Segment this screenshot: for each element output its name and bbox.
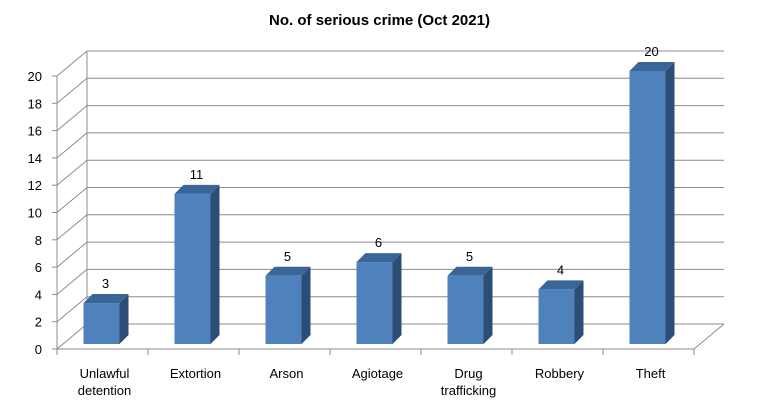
gridline-18	[56, 77, 724, 104]
bar-front	[538, 289, 575, 344]
gridline-20	[56, 50, 724, 77]
y-axis-tick-labels: 0 2 4 6 8 10 12 14 16 18 20	[28, 69, 42, 357]
bar-top	[538, 280, 584, 290]
data-label: 3	[102, 276, 109, 291]
bar-side	[483, 266, 493, 344]
bar	[447, 266, 493, 344]
bar	[265, 266, 311, 344]
bar-top	[174, 184, 220, 194]
category-label: Robbery	[535, 366, 585, 381]
bar-top	[265, 266, 311, 276]
data-label: 5	[284, 249, 291, 264]
bar	[83, 294, 129, 344]
category-label: Agiotage	[352, 366, 403, 381]
data-labels: 3 11 5 6 5 4 20	[102, 44, 659, 291]
y-tick-label: 2	[35, 315, 42, 330]
gridline-14	[56, 132, 724, 159]
bar-side	[574, 280, 584, 344]
y-tick-label: 0	[35, 342, 42, 357]
gridline-16	[56, 105, 724, 131]
category-label: Extortion	[170, 366, 221, 381]
y-tick-label: 14	[28, 151, 42, 166]
bar-side	[119, 294, 129, 344]
bar-side	[665, 62, 675, 344]
axes	[52, 51, 725, 355]
gridline-10	[56, 187, 724, 213]
bar-front	[629, 71, 666, 344]
y-tick-label: 6	[35, 260, 42, 275]
x-axis-category-labels: Unlawful detention Extortion Arson Agiotage D…	[78, 366, 666, 398]
y-tick-label: 16	[28, 124, 42, 139]
bar	[356, 253, 402, 344]
category-label: Arson	[270, 366, 304, 381]
gridline-12	[56, 159, 724, 186]
y-tick-label: 4	[35, 287, 42, 302]
y-tick-label: 12	[28, 178, 42, 193]
data-label: 11	[190, 167, 204, 182]
data-label: 5	[466, 249, 473, 264]
gridline-8	[56, 214, 724, 241]
data-label: 4	[557, 262, 564, 277]
bar-front	[356, 262, 393, 344]
data-label: 6	[375, 235, 382, 250]
bar-front	[447, 275, 484, 344]
bar-front	[174, 193, 211, 344]
bar-top	[629, 62, 675, 71]
bar	[629, 62, 675, 344]
bar-top	[83, 294, 129, 304]
bar-top	[447, 266, 493, 276]
y-tick-label: 8	[35, 233, 42, 248]
bar-side	[210, 184, 220, 344]
y-tick-label: 20	[28, 69, 42, 84]
bar-top	[356, 253, 402, 263]
category-label: Unlawful detention	[78, 366, 132, 398]
data-label: 20	[644, 44, 658, 59]
bar-side	[392, 253, 402, 344]
floor-right-edge	[693, 323, 725, 350]
bar-side	[301, 266, 311, 344]
bar-front	[83, 303, 120, 344]
bar	[538, 280, 584, 344]
y-tick-label: 10	[28, 206, 42, 221]
category-label: Theft	[636, 366, 666, 381]
bar	[174, 184, 220, 344]
category-label: Drug trafficking	[441, 366, 496, 398]
bars	[83, 62, 675, 344]
y-tick-label: 18	[28, 96, 42, 111]
bar-front	[265, 275, 302, 344]
chart-title: No. of serious crime (Oct 2021)	[269, 12, 490, 29]
